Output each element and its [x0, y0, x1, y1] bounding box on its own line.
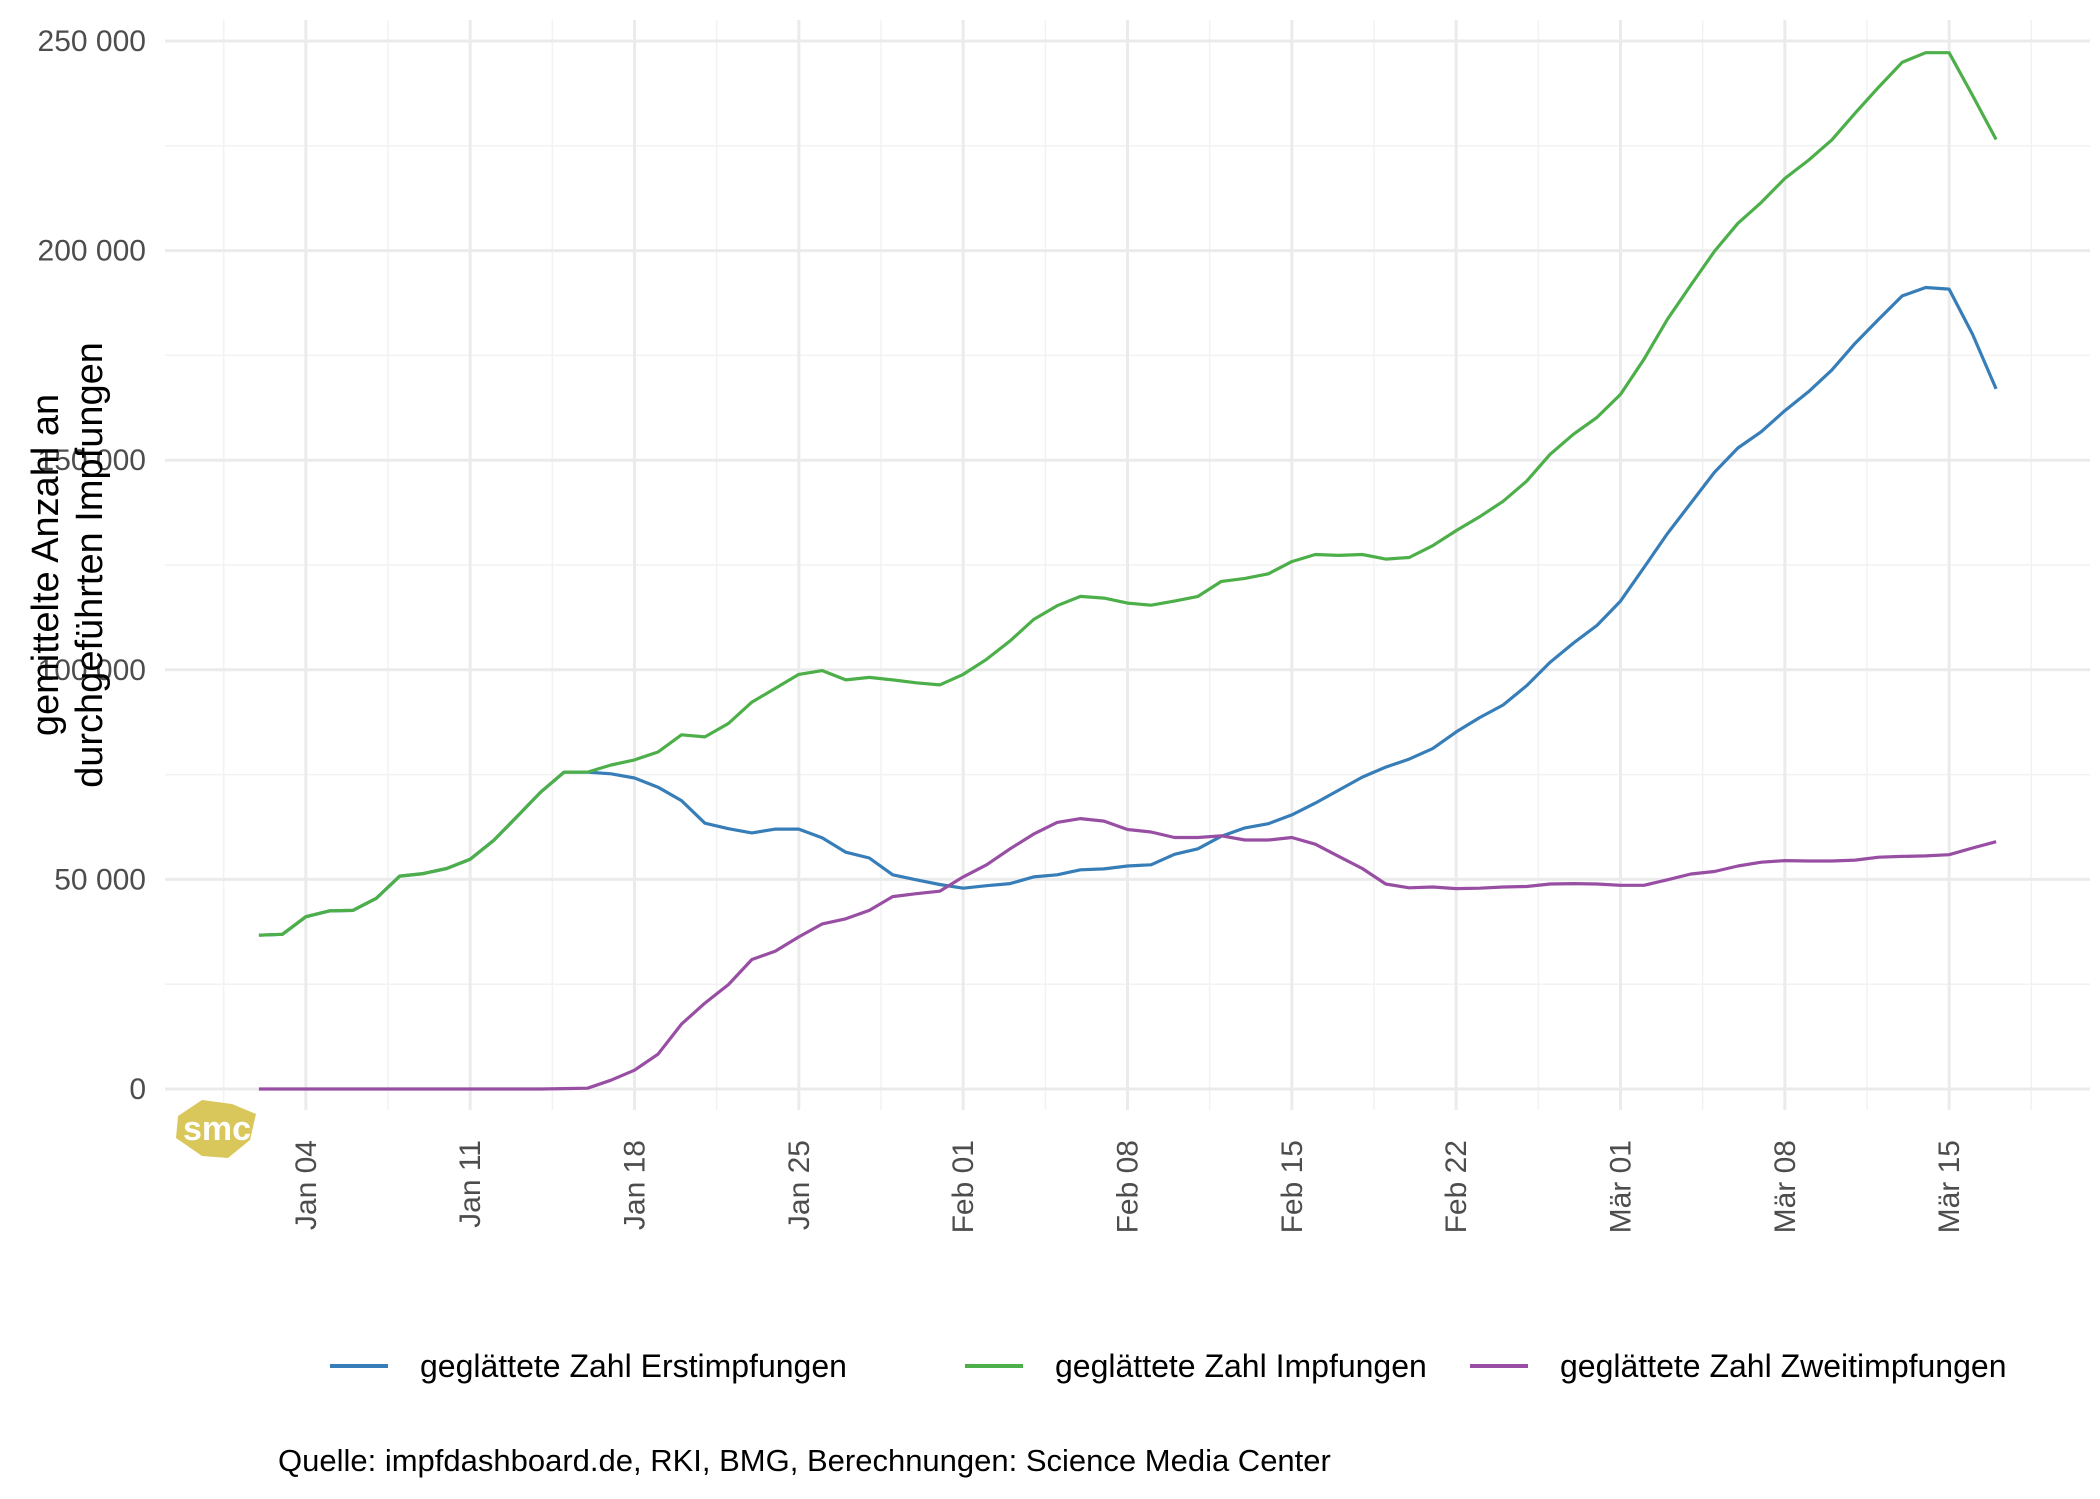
x-tick-label: Jan 04	[290, 1140, 323, 1230]
smc-logo: smc	[176, 1100, 256, 1158]
legend-label: geglättete Zahl Erstimpfungen	[420, 1348, 847, 1384]
legend-label: geglättete Zahl Zweitimpfungen	[1560, 1348, 2006, 1384]
legend-item: geglättete Zahl Zweitimpfungen	[1470, 1348, 2006, 1384]
x-tick-label: Jan 18	[619, 1140, 652, 1230]
legend-label: geglättete Zahl Impfungen	[1055, 1348, 1427, 1384]
y-tick-label: 150 000	[38, 444, 146, 477]
x-tick-label: Mär 15	[1933, 1140, 1966, 1233]
x-axis-ticks: Jan 04 Jan 11 Jan 18 Jan 25 Feb 01 Feb 08 Feb …	[290, 1140, 1966, 1233]
series-line	[258, 816, 1997, 1091]
legend-item: geglättete Zahl Erstimpfungen	[330, 1348, 847, 1384]
x-tick-label: Jan 11	[454, 1140, 487, 1228]
caption: Quelle: impfdashboard.de, RKI, BMG, Bere…	[278, 1443, 1331, 1478]
y-axis-label: gemittelte Anzahl andurchgeführten Impfu…	[25, 342, 111, 788]
y-axis-ticks: 0 50 000 100 000 150 000 200 000 250 000	[38, 25, 146, 1106]
y-tick-label: 0	[129, 1073, 146, 1106]
series-lines	[258, 51, 1998, 1091]
grid	[165, 20, 2090, 1110]
smc-logo-text: smc	[183, 1110, 251, 1148]
x-tick-label: Feb 15	[1276, 1140, 1309, 1233]
y-tick-label: 100 000	[38, 654, 146, 687]
legend-item: geglättete Zahl Impfungen	[965, 1348, 1427, 1384]
x-tick-label: Feb 08	[1112, 1140, 1145, 1233]
x-tick-label: Jan 25	[783, 1140, 816, 1230]
y-tick-label: 200 000	[38, 235, 146, 268]
x-tick-label: Feb 01	[947, 1140, 980, 1233]
y-tick-label: 50 000	[54, 863, 146, 896]
y-tick-label: 250 000	[38, 25, 146, 58]
x-tick-label: Feb 22	[1440, 1140, 1473, 1233]
x-tick-label: Mär 08	[1769, 1140, 1802, 1233]
y-axis-label-line: durchgeführten Impfungen	[69, 342, 111, 788]
series-line	[258, 51, 1998, 937]
smc-logo-shape	[176, 1100, 256, 1158]
x-tick-label: Mär 01	[1604, 1140, 1637, 1233]
legend: geglättete Zahl Erstimpfungen geglättete …	[330, 1348, 2006, 1384]
y-axis-label-line: gemittelte Anzahl an	[25, 394, 67, 736]
